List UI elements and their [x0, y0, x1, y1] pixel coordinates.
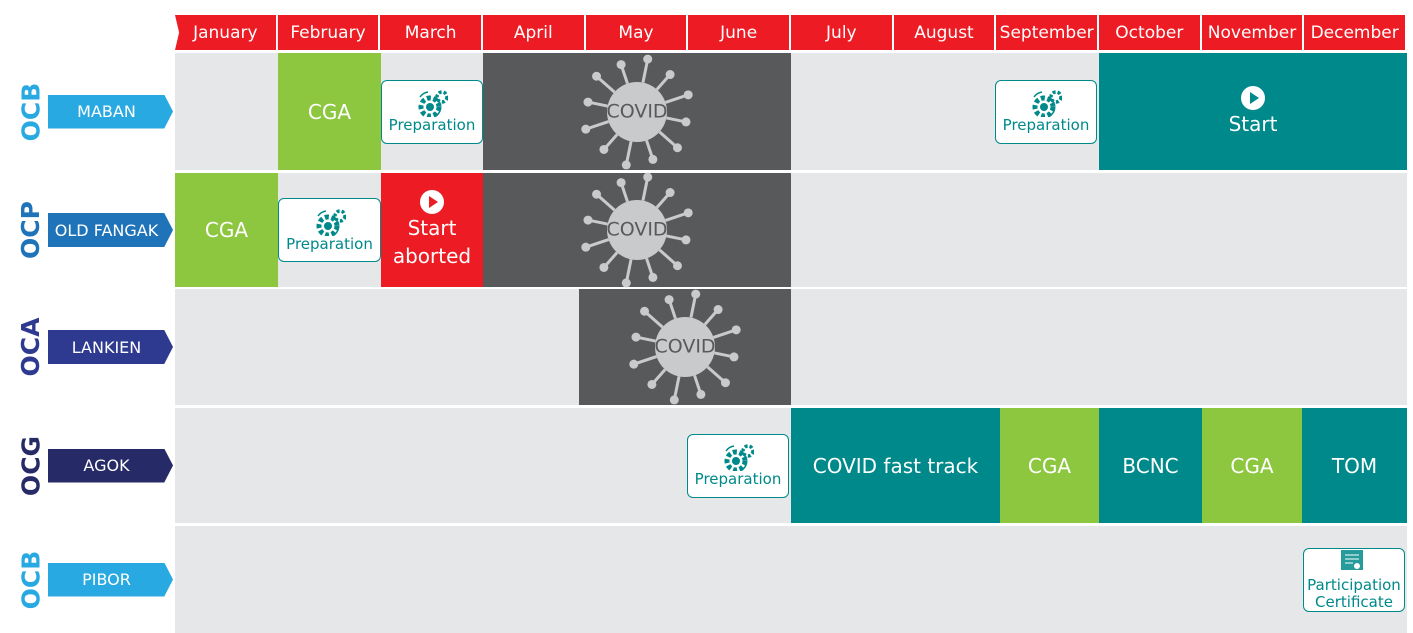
- play-icon: [1241, 85, 1265, 110]
- phase-block: CGA: [1202, 408, 1302, 523]
- phase-block: Start: [1099, 53, 1407, 170]
- virus: [629, 289, 741, 405]
- virus: [581, 54, 693, 169]
- box-label: Preparation: [1002, 116, 1090, 135]
- phase-label: Start: [1228, 111, 1278, 136]
- covid-block: COVID: [579, 289, 791, 405]
- month-header: June: [688, 15, 791, 50]
- box-label: Participation Certificate: [1307, 576, 1401, 611]
- month-header: November: [1201, 15, 1305, 50]
- icon: [724, 444, 754, 472]
- month-header: March: [380, 15, 483, 50]
- site-label: LANKIEN: [48, 330, 173, 364]
- phase-label: Start aborted: [392, 216, 472, 268]
- site-label: PIBOR: [48, 562, 173, 597]
- site-label: AGOK: [48, 448, 173, 483]
- covid-icon: COVID: [577, 52, 697, 172]
- org-label: OCG: [15, 435, 45, 496]
- covid-block: COVID: [483, 170, 791, 290]
- month-header: October: [1099, 15, 1202, 50]
- phase-block: Start aborted: [381, 173, 483, 287]
- icon: [1341, 550, 1363, 570]
- site-label: OLD FANGAK: [48, 213, 173, 247]
- covid-label: COVID: [606, 218, 668, 241]
- phase-label: TOM: [1331, 453, 1378, 478]
- row-background: [175, 289, 1407, 405]
- preparation-box: Preparation: [687, 433, 789, 498]
- covid-icon: COVID: [577, 170, 697, 290]
- month-header: April: [483, 15, 586, 50]
- phase-label: CGA: [1027, 453, 1072, 478]
- virus: [581, 172, 693, 288]
- phase-label: CGA: [204, 218, 249, 242]
- phase-label: CGA: [1230, 453, 1274, 478]
- month-header: January: [175, 15, 278, 50]
- certificate-box: Participation Certificate: [1303, 547, 1405, 612]
- covid-block: COVID: [483, 53, 791, 170]
- preparation-box: Preparation: [381, 79, 483, 144]
- org-label: OCB: [15, 82, 45, 141]
- month-header: May: [585, 15, 689, 50]
- month-header: August: [893, 15, 997, 50]
- box-label: Preparation: [388, 116, 476, 135]
- phase-block: CGA: [175, 173, 278, 287]
- org-label: OCA: [15, 317, 45, 377]
- play-icon: [420, 190, 444, 214]
- month-header: December: [1304, 15, 1407, 50]
- month-header: September: [996, 15, 1099, 50]
- phase-block: CGA: [1000, 408, 1099, 523]
- covid-icon: COVID: [625, 287, 745, 407]
- site-label: MABAN: [48, 94, 173, 129]
- month-header: July: [791, 15, 894, 50]
- icon: [316, 209, 346, 236]
- preparation-box: Preparation: [995, 79, 1097, 144]
- phase-block: TOM: [1302, 408, 1407, 523]
- icon: [418, 90, 448, 118]
- box-label: Preparation: [286, 234, 373, 253]
- month-header: February: [277, 15, 381, 50]
- row-background: [175, 526, 1407, 633]
- box-label: Preparation: [694, 470, 782, 489]
- org-label: OCB: [15, 550, 45, 609]
- covid-label: COVID: [606, 100, 668, 123]
- icon: [1032, 90, 1062, 118]
- phase-block: CGA: [278, 53, 381, 170]
- phase-block: BCNC: [1099, 408, 1202, 523]
- phase-label: CGA: [307, 99, 352, 124]
- preparation-box: Preparation: [278, 198, 381, 262]
- org-label: OCP: [15, 201, 45, 259]
- phase-label: COVID fast track: [812, 453, 979, 478]
- phase-label: BCNC: [1122, 453, 1179, 478]
- covid-label: COVID: [654, 335, 716, 358]
- phase-block: COVID fast track: [791, 408, 1000, 523]
